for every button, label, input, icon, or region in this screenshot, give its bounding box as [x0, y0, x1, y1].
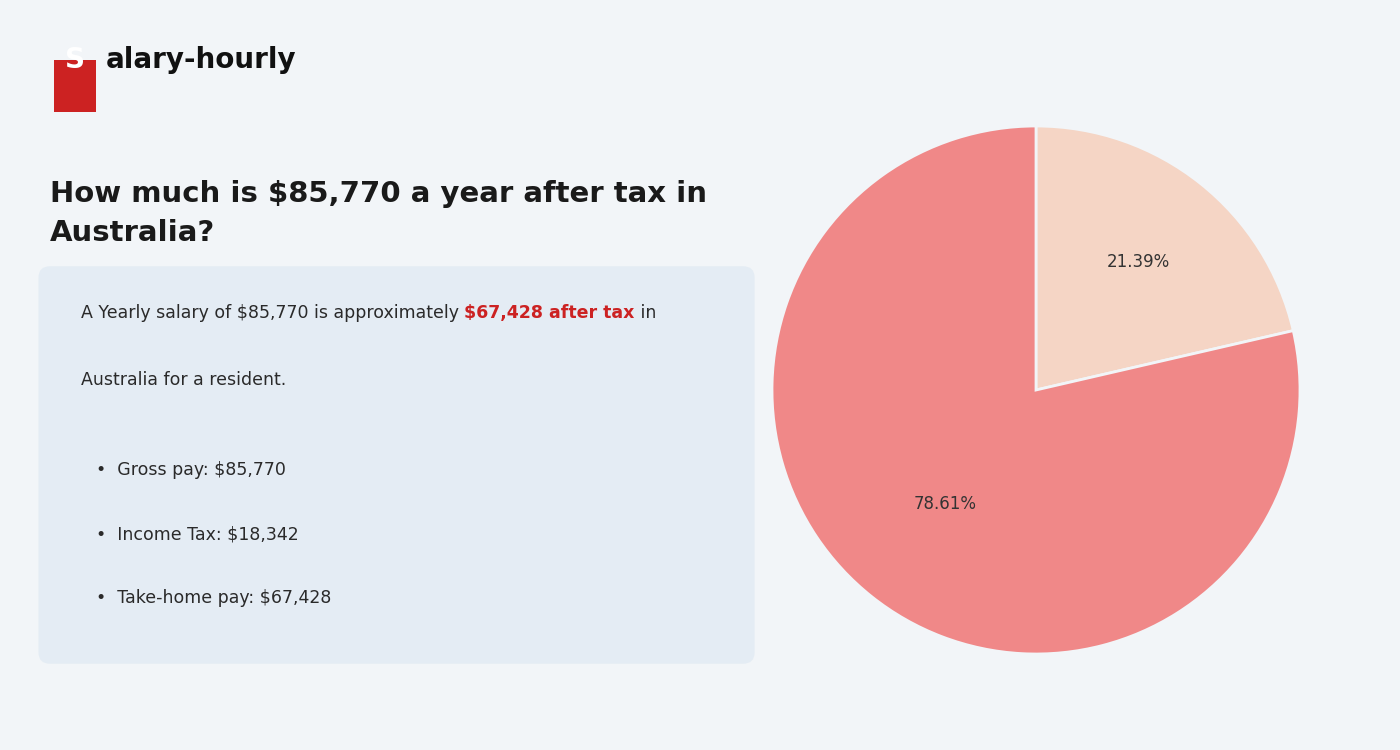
- Text: alary-hourly: alary-hourly: [105, 46, 297, 74]
- Text: How much is $85,770 a year after tax in
Australia?: How much is $85,770 a year after tax in …: [50, 180, 707, 247]
- Wedge shape: [1036, 126, 1294, 390]
- Legend: Income Tax, Take-home Pay: Income Tax, Take-home Pay: [875, 0, 1197, 4]
- Text: A Yearly salary of $85,770 is approximately: A Yearly salary of $85,770 is approximat…: [81, 304, 465, 322]
- Text: $67,428 after tax: $67,428 after tax: [465, 304, 634, 322]
- Text: in: in: [634, 304, 657, 322]
- FancyBboxPatch shape: [39, 266, 755, 664]
- Bar: [55, 60, 97, 112]
- Text: 21.39%: 21.39%: [1106, 253, 1169, 271]
- Text: •  Gross pay: $85,770: • Gross pay: $85,770: [97, 461, 286, 479]
- Text: 78.61%: 78.61%: [914, 495, 977, 513]
- Text: Australia for a resident.: Australia for a resident.: [81, 371, 286, 389]
- Text: •  Take-home pay: $67,428: • Take-home pay: $67,428: [97, 589, 332, 607]
- Text: S: S: [64, 46, 85, 74]
- Wedge shape: [771, 126, 1301, 654]
- Text: •  Income Tax: $18,342: • Income Tax: $18,342: [97, 525, 300, 543]
